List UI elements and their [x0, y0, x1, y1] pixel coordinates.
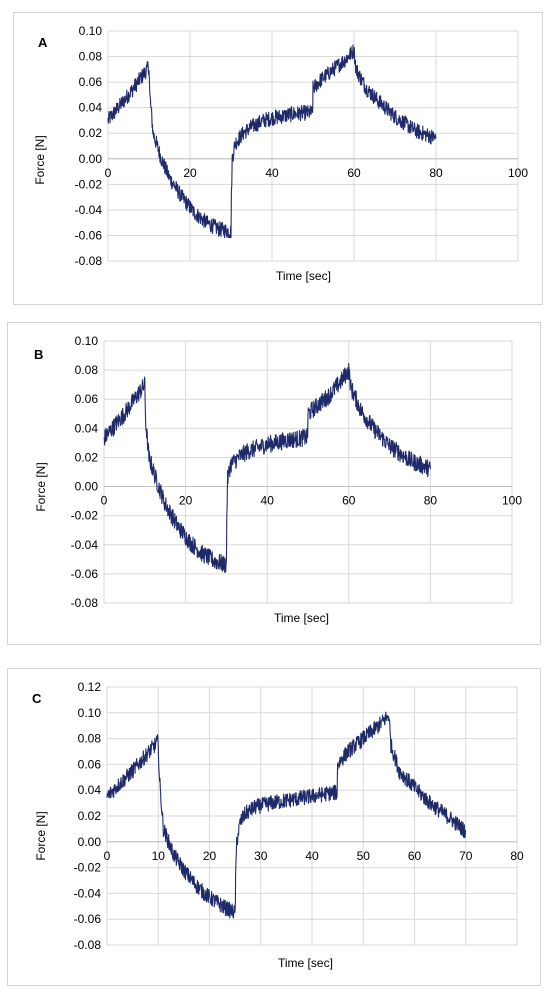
y-tick-label: -0.08: [74, 938, 102, 952]
x-axis-label: Time [sec]: [278, 956, 333, 970]
y-tick-label: -0.02: [75, 177, 103, 191]
x-tick-label: 0: [105, 166, 112, 180]
y-tick-label: -0.02: [71, 509, 99, 523]
y-tick-label: 0.06: [75, 392, 99, 406]
x-tick-label: 40: [261, 494, 275, 508]
x-tick-label: 80: [510, 849, 524, 863]
y-tick-label: -0.08: [75, 254, 103, 268]
y-tick-label: 0.08: [78, 732, 102, 746]
x-tick-label: 70: [459, 849, 473, 863]
chart-plot: -0.08 -0.06 -0.04 -0.02 0.00 0.02 0.04 0.06 0.08…: [75, 24, 529, 268]
y-tick-label: 0.06: [79, 75, 103, 89]
x-axis-label: Time [sec]: [274, 611, 329, 625]
panel-label: A: [38, 35, 48, 50]
y-tick-label: 0.08: [79, 50, 103, 64]
x-tick-label: 60: [347, 166, 361, 180]
x-tick-label: 0: [104, 849, 111, 863]
chart-panel-a: A Force [N] Time [sec] -0.08 -0.06 -0.04 -0…: [13, 12, 543, 305]
panel-label: C: [32, 691, 42, 706]
chart-plot: -0.08 -0.06 -0.04 -0.02 0.00 0.02 0.04 0.06 0.08…: [74, 680, 524, 952]
y-tick-label: 0.08: [75, 363, 99, 377]
x-tick-label: 100: [502, 494, 522, 508]
y-tick-label: -0.04: [75, 203, 103, 217]
x-tick-label: 20: [179, 494, 193, 508]
y-tick-label: -0.06: [71, 567, 99, 581]
y-tick-label: 0.02: [78, 809, 102, 823]
chart-panel-c: C Force [N] Time [sec] -0.08 -0.06 -0.04 -0…: [7, 668, 541, 986]
y-tick-label: 0.00: [75, 480, 99, 494]
y-tick-label: -0.04: [74, 886, 102, 900]
y-tick-label: 0.00: [78, 835, 102, 849]
x-tick-label: 60: [408, 849, 422, 863]
chart-panel-b: B Force [N] Time [sec] -0.08 -0.06 -0.04 -0…: [7, 322, 541, 645]
force-series-line: [107, 44, 437, 239]
x-tick-label: 30: [254, 849, 268, 863]
y-tick-label: 0.10: [78, 706, 102, 720]
y-tick-label: 0.10: [79, 24, 103, 38]
x-axis-label: Time [sec]: [276, 269, 331, 283]
x-tick-label: 80: [429, 166, 443, 180]
y-tick-label: 0.00: [79, 152, 103, 166]
x-tick-label: 60: [342, 494, 356, 508]
force-series-line: [103, 362, 431, 573]
x-tick-label: 0: [101, 494, 108, 508]
chart-plot: -0.08 -0.06 -0.04 -0.02 0.00 0.02 0.04 0.06 0.08…: [71, 334, 523, 610]
panel-label: B: [34, 347, 44, 362]
y-tick-label: 0.10: [75, 334, 99, 348]
force-series-line: [106, 711, 467, 919]
y-tick-label: 0.02: [75, 450, 99, 464]
y-tick-label: -0.06: [74, 912, 102, 926]
x-tick-label: 20: [183, 166, 197, 180]
y-tick-label: -0.04: [71, 538, 99, 552]
x-tick-label: 40: [305, 849, 319, 863]
y-tick-label: 0.12: [78, 680, 102, 694]
x-tick-label: 10: [152, 849, 166, 863]
y-tick-label: -0.02: [74, 861, 102, 875]
x-tick-label: 50: [357, 849, 371, 863]
x-tick-label: 20: [203, 849, 217, 863]
y-tick-label: -0.06: [75, 228, 103, 242]
y-tick-label: 0.04: [75, 421, 99, 435]
y-tick-label: 0.06: [78, 757, 102, 771]
y-tick-label: 0.02: [79, 126, 103, 140]
x-tick-label: 40: [265, 166, 279, 180]
x-tick-label: 80: [424, 494, 438, 508]
y-tick-label: 0.04: [78, 783, 102, 797]
x-tick-label: 100: [508, 166, 528, 180]
y-tick-label: -0.08: [71, 596, 99, 610]
y-tick-label: 0.04: [79, 101, 103, 115]
